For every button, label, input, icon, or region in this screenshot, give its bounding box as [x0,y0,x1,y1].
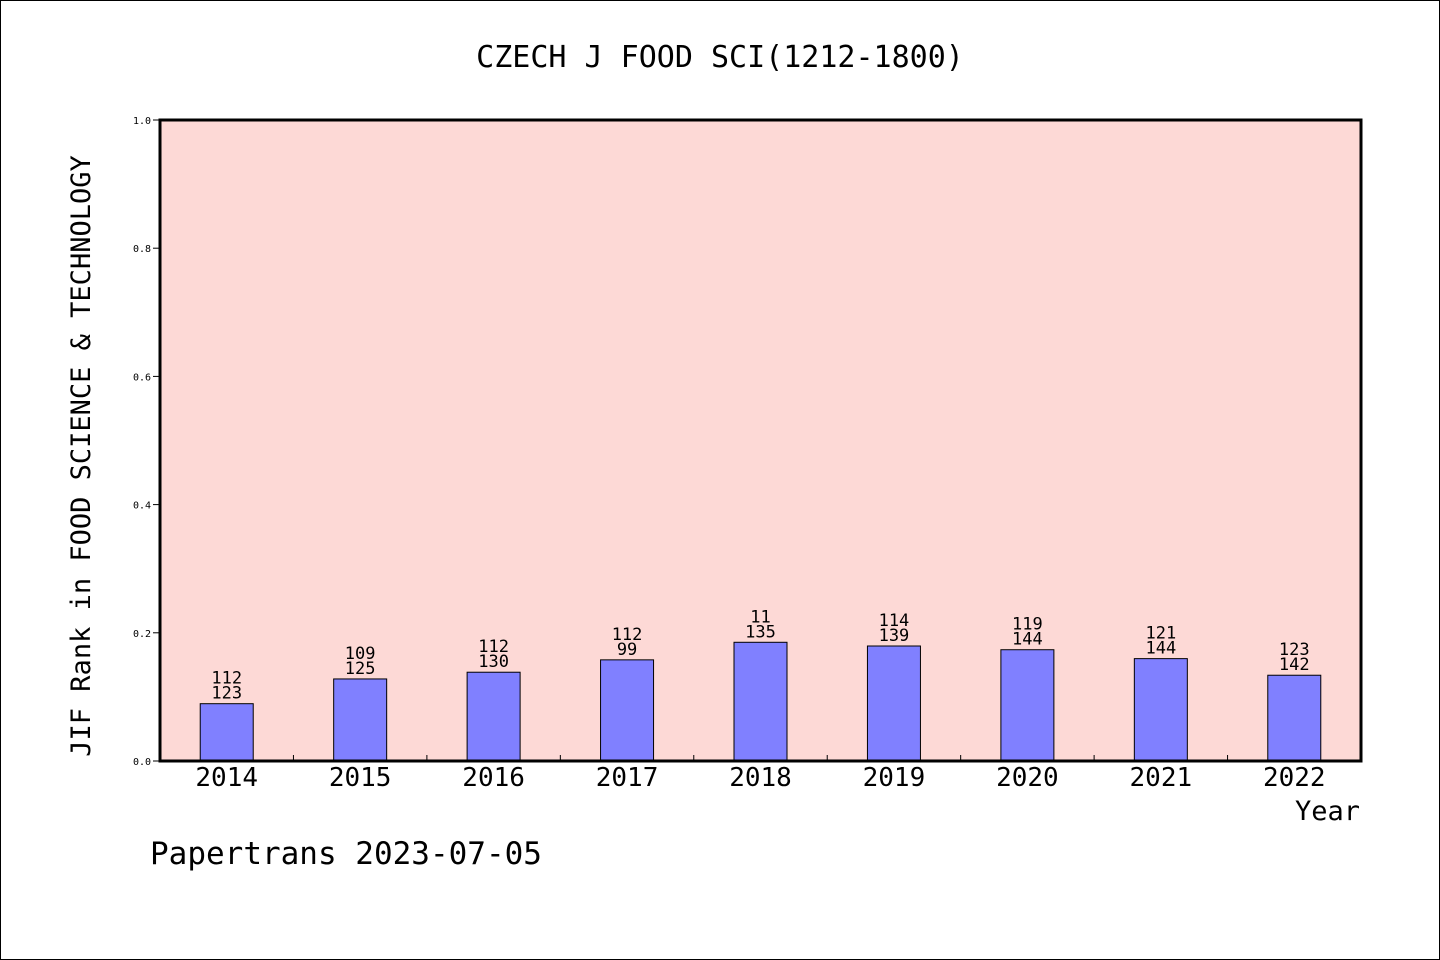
bar-total-label: 139 [879,626,910,646]
bar-2017 [600,659,655,762]
x-tick-label: 2020 [996,763,1059,793]
bar-rank-label: 123 [1279,640,1310,660]
bar-rank-label: 112 [612,625,643,645]
x-tick-label: 2017 [596,763,659,793]
bar-2015 [333,678,388,762]
y-tick-label: 1.0 [133,116,151,127]
bar-rank-label: 109 [345,644,376,664]
footer-credit: Papertrans 2023-07-05 [150,836,542,872]
chart-title: CZECH J FOOD SCI(1212-1800) [476,40,964,75]
bar-rank-label: 114 [879,611,910,631]
bar-2016 [466,671,521,762]
bar-rank-label: 119 [1012,615,1043,635]
plot-border [158,118,1363,763]
bar-rank-label: 112 [211,669,242,689]
x-axis-label: Year [1295,796,1360,827]
bar-rank-label: 121 [1145,624,1176,644]
bar-labels: 1121231091251121301129911135114139119144… [211,607,1309,703]
bar-2020 [1000,649,1055,762]
y-tick-label: 0.4 [133,501,151,512]
bar-total-label: 135 [745,622,776,642]
bar-2019 [866,645,921,762]
bar-2018 [733,641,788,762]
bars [199,641,1322,762]
bar-2022 [1267,674,1322,762]
x-tick-label: 2014 [195,763,258,793]
bar-total-label: 130 [478,652,509,672]
x-tick-label: 2021 [1130,763,1193,793]
y-tick-label: 0.8 [133,244,151,255]
y-tick-label: 0.0 [133,757,151,768]
bar-total-label: 142 [1279,655,1310,675]
bar-total-label: 144 [1012,630,1043,650]
y-axis-ticks: 0.0 0.2 0.4 0.6 0.8 1.0 [133,116,160,768]
x-tick-label: 2022 [1263,763,1326,793]
x-tick-label: 2016 [462,763,525,793]
bar-total-label: 144 [1145,639,1176,659]
bar-rank-label: 11 [750,607,770,627]
bar-total-label: 125 [345,659,376,679]
x-tick-label: 2015 [329,763,392,793]
y-tick-label: 0.6 [133,372,151,383]
bar-total-label: 99 [617,640,637,660]
x-tick-label: 2018 [729,763,792,793]
x-axis-ticks: 2014 2015 2016 2017 2018 2019 2020 2021 2022 [195,755,1326,793]
bar-2021 [1133,658,1188,762]
y-tick-label: 0.2 [133,629,151,640]
y-axis-label: JIF Rank in FOOD SCIENCE & TECHNOLOGY [66,155,97,756]
x-tick-label: 2019 [863,763,926,793]
bar-2014 [199,703,254,762]
bar-rank-label: 112 [478,637,509,657]
bar-total-label: 123 [211,684,242,704]
